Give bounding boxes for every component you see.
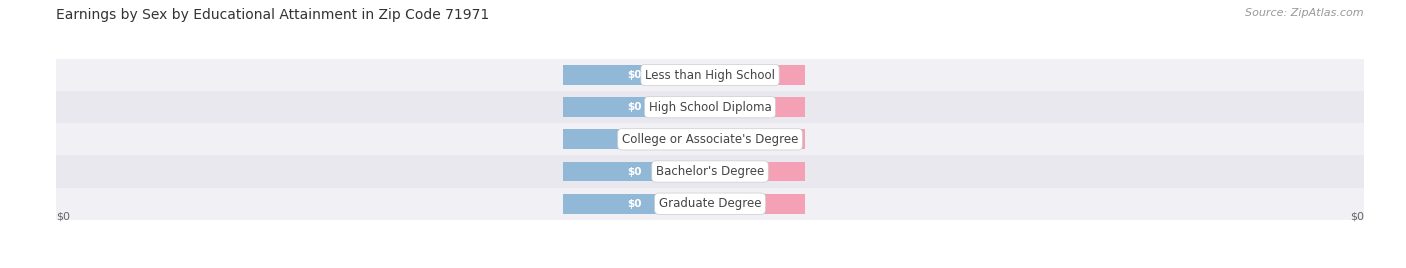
Text: Source: ZipAtlas.com: Source: ZipAtlas.com <box>1246 8 1364 18</box>
Bar <box>56 59 1364 91</box>
Bar <box>562 194 707 214</box>
Bar <box>562 65 707 85</box>
Bar <box>713 97 804 117</box>
Text: $0: $0 <box>627 70 643 80</box>
Text: $0: $0 <box>1350 211 1364 221</box>
Text: Earnings by Sex by Educational Attainment in Zip Code 71971: Earnings by Sex by Educational Attainmen… <box>56 8 489 22</box>
Bar <box>562 162 707 181</box>
Text: $0: $0 <box>752 134 766 144</box>
Text: $0: $0 <box>627 134 643 144</box>
Bar <box>562 129 707 149</box>
Text: College or Associate's Degree: College or Associate's Degree <box>621 133 799 146</box>
Bar <box>56 188 1364 220</box>
Text: $0: $0 <box>627 102 643 112</box>
Bar <box>713 65 804 85</box>
Text: $0: $0 <box>752 166 766 177</box>
Text: High School Diploma: High School Diploma <box>648 101 772 114</box>
Text: $0: $0 <box>752 199 766 209</box>
Bar <box>713 162 804 181</box>
Bar <box>56 123 1364 155</box>
Text: Graduate Degree: Graduate Degree <box>659 197 761 210</box>
Text: Less than High School: Less than High School <box>645 69 775 81</box>
Text: $0: $0 <box>752 102 766 112</box>
Bar <box>56 155 1364 188</box>
Text: $0: $0 <box>752 70 766 80</box>
Bar <box>562 97 707 117</box>
Text: $0: $0 <box>56 211 70 221</box>
Bar <box>713 194 804 214</box>
Bar <box>713 129 804 149</box>
Text: $0: $0 <box>627 166 643 177</box>
Text: $0: $0 <box>627 199 643 209</box>
Text: Bachelor's Degree: Bachelor's Degree <box>657 165 763 178</box>
Bar <box>56 91 1364 123</box>
